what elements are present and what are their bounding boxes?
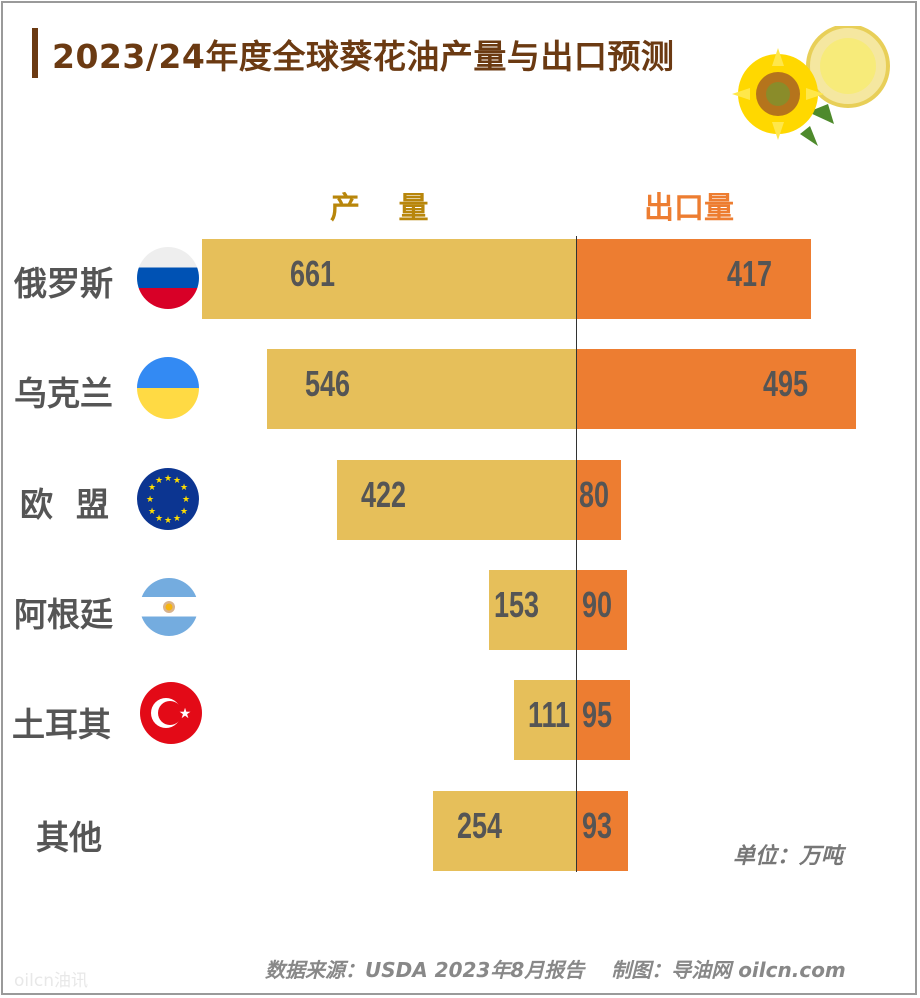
chart-title: 2023/24年度全球葵花油产量与出口预测 bbox=[52, 37, 675, 76]
export-value: 80 bbox=[579, 474, 610, 515]
chart-row-others: 其他 254 93 bbox=[0, 791, 920, 871]
country-label: 乌克兰 bbox=[14, 374, 113, 413]
production-bar: 111 bbox=[514, 680, 576, 760]
sunflower-oil-illustration-icon bbox=[732, 26, 890, 146]
ukraine-flag-icon bbox=[137, 357, 199, 419]
svg-text:★: ★ bbox=[164, 474, 172, 484]
production-bar: 661 bbox=[202, 239, 576, 319]
svg-text:★: ★ bbox=[155, 514, 163, 524]
export-bar: 90 bbox=[577, 570, 627, 650]
svg-text:★: ★ bbox=[155, 476, 163, 486]
watermark: oilcn油讯 bbox=[14, 971, 88, 991]
production-bar: 153 bbox=[489, 570, 576, 650]
production-value: 546 bbox=[305, 363, 351, 404]
production-column-header: 产 量 bbox=[330, 191, 443, 226]
production-value: 111 bbox=[528, 694, 571, 735]
svg-text:★: ★ bbox=[173, 514, 181, 524]
production-value: 153 bbox=[494, 584, 540, 625]
center-axis-line bbox=[576, 236, 577, 872]
country-label: 其他 bbox=[36, 818, 102, 857]
svg-text:★: ★ bbox=[148, 507, 156, 517]
export-value: 417 bbox=[727, 253, 773, 294]
export-bar: 495 bbox=[577, 349, 856, 429]
export-column-header: 出口量 bbox=[644, 191, 734, 226]
svg-text:★: ★ bbox=[179, 706, 192, 722]
production-bar: 254 bbox=[433, 791, 576, 871]
production-bar: 422 bbox=[337, 460, 576, 540]
export-bar: 80 bbox=[577, 460, 621, 540]
title-accent-bar bbox=[32, 28, 38, 78]
export-bar: 95 bbox=[577, 680, 630, 760]
turkey-flag-icon: ★ bbox=[140, 682, 202, 744]
svg-text:★: ★ bbox=[180, 507, 188, 517]
chart-row-eu: 欧 盟 ★ ★ ★ ★ ★ ★ ★ ★ ★ ★ ★ ★ 422 80 bbox=[0, 460, 920, 540]
argentina-flag-icon bbox=[140, 578, 198, 636]
svg-text:★: ★ bbox=[173, 476, 181, 486]
production-value: 254 bbox=[457, 805, 503, 846]
chart-row-ukraine: 乌克兰 546 495 bbox=[0, 349, 920, 429]
svg-text:★: ★ bbox=[164, 516, 172, 526]
export-bar: 93 bbox=[577, 791, 628, 871]
production-value: 422 bbox=[361, 474, 407, 515]
unit-label: 单位：万吨 bbox=[733, 844, 844, 869]
svg-text:★: ★ bbox=[182, 495, 190, 505]
export-value: 90 bbox=[582, 584, 613, 625]
country-label: 俄罗斯 bbox=[14, 264, 113, 303]
export-value: 93 bbox=[582, 805, 613, 846]
chart-row-turkey: 土耳其 ★ 111 95 bbox=[0, 680, 920, 760]
country-label: 阿根廷 bbox=[14, 595, 113, 634]
country-label: 土耳其 bbox=[12, 705, 111, 744]
country-label: 欧 盟 bbox=[20, 485, 109, 524]
svg-text:★: ★ bbox=[180, 483, 188, 493]
export-value: 95 bbox=[582, 694, 613, 735]
export-value: 495 bbox=[763, 363, 809, 404]
chart-row-russia: 俄罗斯 661 417 bbox=[0, 239, 920, 319]
russia-flag-icon bbox=[137, 247, 199, 309]
export-bar: 417 bbox=[577, 239, 811, 319]
source-note: 数据来源：USDA 2023年8月报告 制图：导油网 oilcn.com bbox=[265, 958, 846, 982]
production-value: 661 bbox=[290, 253, 336, 294]
eu-flag-icon: ★ ★ ★ ★ ★ ★ ★ ★ ★ ★ ★ ★ bbox=[137, 468, 199, 530]
production-bar: 546 bbox=[267, 349, 576, 429]
svg-text:★: ★ bbox=[148, 483, 156, 493]
chart-row-argentina: 阿根廷 153 90 bbox=[0, 570, 920, 650]
svg-text:★: ★ bbox=[146, 495, 154, 505]
